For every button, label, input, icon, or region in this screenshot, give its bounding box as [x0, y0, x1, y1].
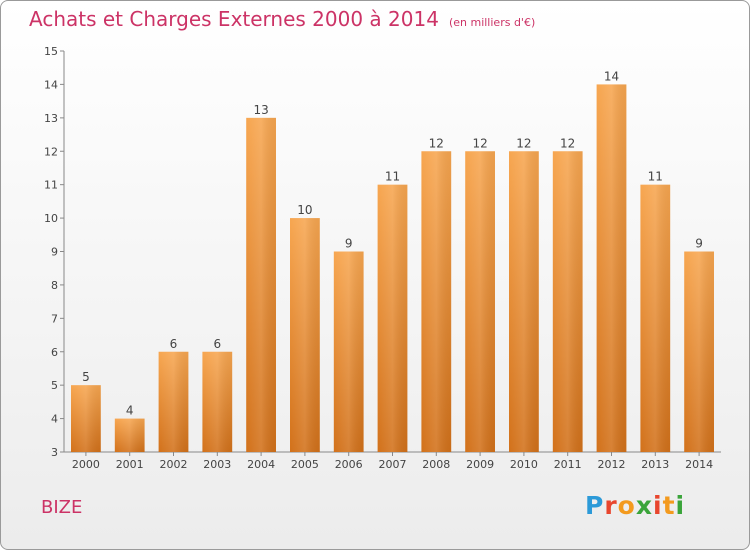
data-label-2000: 5 — [82, 370, 90, 384]
bar-shine-2004 — [246, 117, 276, 452]
x-tick-label-2004: 2004 — [247, 458, 275, 471]
bar-shine-2011 — [552, 151, 583, 452]
chart-title: Achats et Charges Externes 2000 à 2014 (e… — [29, 7, 535, 31]
bar-shine-2002 — [158, 351, 189, 452]
y-tick-label: 10 — [44, 212, 58, 225]
bar-shine-2000 — [71, 385, 101, 452]
bar-shine-2012 — [596, 84, 627, 453]
x-tick-label-2001: 2001 — [116, 458, 144, 471]
y-tick-label: 13 — [44, 112, 58, 125]
data-label-2002: 6 — [170, 337, 178, 351]
data-label-2011: 12 — [560, 136, 575, 150]
data-label-2007: 11 — [385, 170, 400, 184]
commune-name: BIZE — [41, 497, 83, 518]
x-tick-label-2003: 2003 — [203, 458, 231, 471]
bar-shine-2005 — [290, 218, 320, 452]
x-tick-label-2014: 2014 — [685, 458, 713, 471]
bar-shine-2007 — [377, 184, 408, 452]
y-tick-label: 6 — [51, 346, 58, 359]
y-tick-label: 14 — [44, 78, 58, 91]
logo-letter: i — [675, 491, 686, 520]
x-tick-label-2009: 2009 — [466, 458, 494, 471]
logo-letter: i — [653, 491, 663, 520]
x-tick-label-2005: 2005 — [291, 458, 319, 471]
y-tick-label: 5 — [51, 379, 58, 392]
y-tick-label: 9 — [51, 246, 58, 259]
data-label-2005: 10 — [297, 203, 312, 217]
logo-letter: o — [617, 491, 636, 520]
chart-bars — [71, 84, 714, 453]
data-label-2001: 4 — [126, 404, 134, 418]
data-label-2014: 9 — [695, 237, 703, 251]
bar-shine-2010 — [509, 151, 539, 452]
x-tick-label-2010: 2010 — [510, 458, 538, 471]
y-tick-label: 3 — [51, 446, 58, 459]
data-label-2010: 12 — [516, 136, 531, 150]
x-tick-label-2011: 2011 — [554, 458, 582, 471]
bar-shine-2008 — [421, 151, 452, 452]
y-tick-label: 15 — [44, 45, 58, 58]
bar-shine-2014 — [684, 251, 714, 452]
chart-subtitle: (en milliers d'€) — [448, 16, 536, 29]
chart-title-text: Achats et Charges Externes 2000 à 2014 — [29, 7, 439, 31]
data-label-2004: 13 — [253, 103, 268, 117]
y-tick-label: 8 — [51, 279, 58, 292]
data-label-2012: 14 — [604, 69, 619, 83]
logo-letter: P — [585, 491, 605, 520]
proxiti-logo: Proxiti — [585, 491, 685, 520]
data-label-2006: 9 — [345, 237, 353, 251]
x-tick-label-2000: 2000 — [72, 458, 100, 471]
data-label-2009: 12 — [472, 136, 487, 150]
x-tick-label-2013: 2013 — [641, 458, 669, 471]
data-label-2003: 6 — [213, 337, 221, 351]
logo-letter: x — [635, 491, 653, 520]
bar-shine-2001 — [114, 418, 145, 452]
logo-letter: t — [662, 491, 676, 520]
y-tick-label: 7 — [51, 312, 58, 325]
x-tick-label-2008: 2008 — [422, 458, 450, 471]
bar-shine-2003 — [202, 351, 233, 452]
x-tick-label-2006: 2006 — [335, 458, 363, 471]
x-tick-label-2002: 2002 — [160, 458, 188, 471]
data-label-2013: 11 — [648, 170, 663, 184]
y-tick-label: 11 — [44, 179, 58, 192]
logo-letter: r — [604, 491, 618, 520]
chart-axes: 3 4 5 6 7 8 9 10 11 12 13 14 15 2000 2001 2002 2003 2004 2… — [44, 45, 721, 471]
x-tick-label-2007: 2007 — [379, 458, 407, 471]
y-tick-label: 4 — [51, 413, 58, 426]
x-tick-label-2012: 2012 — [598, 458, 626, 471]
bar-shine-2006 — [333, 251, 364, 452]
chart-data-labels: 5 4 6 6 13 10 9 11 12 12 12 12 14 11 9 — [82, 69, 703, 417]
bar-shine-2013 — [640, 184, 671, 452]
y-tick-label: 12 — [44, 145, 58, 158]
data-label-2008: 12 — [429, 136, 444, 150]
bar-shine-2009 — [465, 151, 495, 452]
